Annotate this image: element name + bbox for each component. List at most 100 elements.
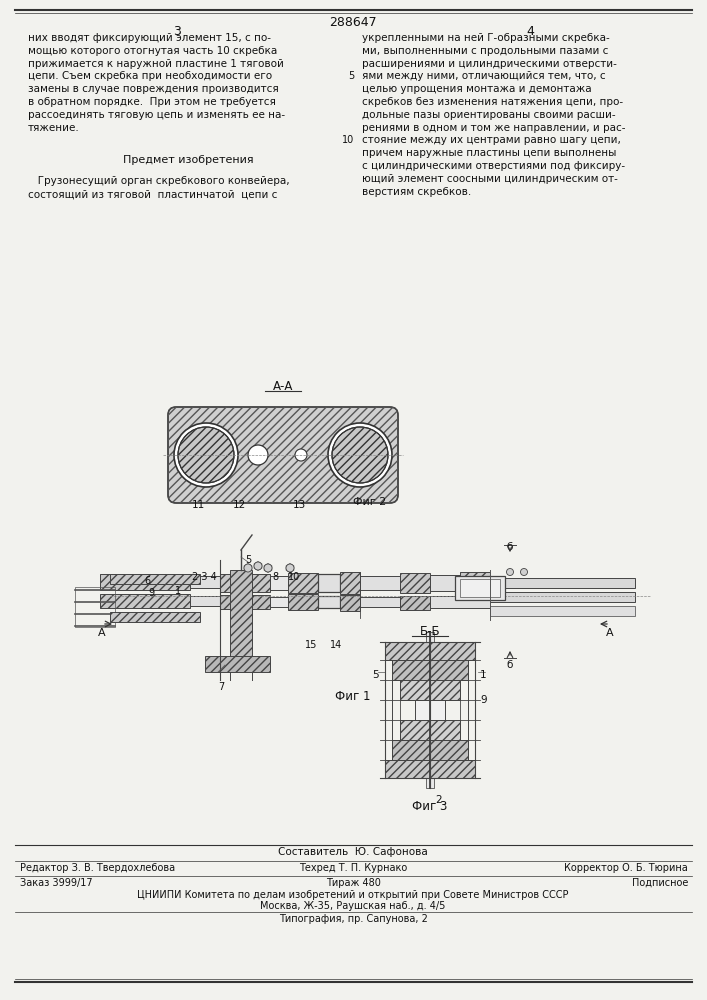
Text: рениями в одном и том же направлении, и рас-: рениями в одном и том же направлении, и … [362,123,626,133]
Text: целью упрощения монтажа и демонтажа: целью упрощения монтажа и демонтажа [362,84,592,94]
Text: 10: 10 [341,135,354,145]
Circle shape [174,423,238,487]
Text: Фиг 2: Фиг 2 [353,497,386,507]
Text: Фиг 3: Фиг 3 [412,800,448,813]
Bar [490,578,635,588]
Circle shape [286,564,294,572]
Bar [400,680,460,700]
Text: Фиг 1: Фиг 1 [335,690,370,703]
Bar [385,642,475,660]
Text: 9: 9 [148,588,154,598]
Bar [385,760,475,778]
Circle shape [264,564,272,572]
Text: А: А [98,628,106,638]
Bar [288,573,318,593]
Text: дольные пазы ориентированы своими расши-: дольные пазы ориентированы своими расши- [362,110,616,120]
Text: рассоединять тяговую цепь и изменять ее на-: рассоединять тяговую цепь и изменять ее … [28,110,285,120]
Circle shape [506,568,513,576]
Text: цепи. Съем скребка при необходимости его: цепи. Съем скребка при необходимости его [28,71,272,81]
Text: ями между ними, отличающийся тем, что, с: ями между ними, отличающийся тем, что, с [362,71,606,81]
Text: укрепленными на ней Г-образными скребка-: укрепленными на ней Г-образными скребка- [362,33,609,43]
Text: стояние между их центрами равно шагу цепи,: стояние между их центрами равно шагу цеп… [362,135,621,145]
Text: 11: 11 [192,500,205,510]
Text: в обратном порядке.  При этом не требуется: в обратном порядке. При этом не требуетс… [28,97,276,107]
Circle shape [248,445,268,465]
Bar [340,595,360,611]
Bar [340,572,360,594]
Circle shape [295,449,307,461]
Bar [400,596,430,610]
Text: 5: 5 [348,71,354,81]
Text: 4: 4 [526,25,534,38]
Text: с цилиндрическими отверстиями под фиксиру-: с цилиндрическими отверстиями под фиксир… [362,161,625,171]
Bar [426,632,434,788]
Bar [230,570,252,660]
Text: 12: 12 [233,500,246,510]
Text: замены в случае повреждения производится: замены в случае повреждения производится [28,84,279,94]
Bar [430,596,490,608]
Bar [318,574,340,592]
Text: расширениями и цилиндрическими отверсти-: расширениями и цилиндрическими отверсти- [362,59,617,69]
Text: ми, выполненными с продольными пазами с: ми, выполненными с продольными пазами с [362,46,609,56]
Text: 5: 5 [245,555,251,565]
Text: Москва, Ж-35, Раушская наб., д. 4/5: Москва, Ж-35, Раушская наб., д. 4/5 [260,901,445,911]
Circle shape [178,427,234,483]
Bar [100,594,190,608]
Bar [190,576,220,588]
Text: Тираж 480: Тираж 480 [325,878,380,888]
Text: А: А [606,628,614,638]
Circle shape [332,427,388,483]
Text: ЦНИИПИ Комитета по делам изобретений и открытий при Совете Министров СССР: ЦНИИПИ Комитета по делам изобретений и о… [137,890,568,900]
Bar [190,596,220,606]
FancyBboxPatch shape [168,407,398,503]
Text: 5: 5 [372,670,379,680]
Bar [460,579,500,597]
Text: Предмет изобретения: Предмет изобретения [123,155,253,165]
Text: 9: 9 [480,695,486,705]
Text: скребков без изменения натяжения цепи, про-: скребков без изменения натяжения цепи, п… [362,97,623,107]
Text: 14: 14 [330,640,342,650]
Bar [75,587,115,627]
Text: б: б [507,660,513,670]
Text: ющий элемент соосными цилиндрическим от-: ющий элемент соосными цилиндрическим от- [362,174,618,184]
Text: 10: 10 [288,572,300,582]
Text: А-А: А-А [273,380,293,393]
Circle shape [254,562,262,570]
Bar [220,595,270,609]
Bar [455,576,505,600]
Bar [400,573,430,593]
Text: них вводят фиксирующий элемент 15, с по-: них вводят фиксирующий элемент 15, с по- [28,33,271,43]
Bar [490,592,635,602]
Bar [110,612,200,622]
Bar [270,597,288,607]
Text: 1: 1 [480,670,486,680]
Text: Б-Б: Б-Б [420,625,440,638]
Text: прижимается к наружной пластине 1 тяговой: прижимается к наружной пластине 1 тягово… [28,59,284,69]
Bar [415,700,445,720]
Text: 1: 1 [175,586,181,596]
Bar [360,576,400,590]
Text: Заказ 3999/17: Заказ 3999/17 [20,878,93,888]
Text: 15: 15 [305,640,317,650]
Bar [490,606,635,616]
Circle shape [328,423,392,487]
Text: Подписное: Подписное [631,878,688,888]
Text: 13: 13 [293,500,306,510]
Text: 6: 6 [144,576,150,586]
Bar [392,740,468,760]
Bar [392,660,468,680]
Text: б: б [507,542,513,552]
Bar [430,575,460,591]
Bar [205,656,270,672]
Text: состоящий из тяговой  пластинчатой  цепи с: состоящий из тяговой пластинчатой цепи с [28,189,277,199]
Text: причем наружные пластины цепи выполнены: причем наружные пластины цепи выполнены [362,148,617,158]
Text: 3: 3 [173,25,181,38]
Text: Составитель  Ю. Сафонова: Составитель Ю. Сафонова [278,847,428,857]
Text: Грузонесущий орган скребкового конвейера,: Грузонесущий орган скребкового конвейера… [28,176,290,186]
Circle shape [244,564,252,572]
Text: мощью которого отогнутая часть 10 скребка: мощью которого отогнутая часть 10 скребк… [28,46,277,56]
Text: Техред Т. П. Курнако: Техред Т. П. Курнако [299,863,407,873]
Circle shape [520,568,527,576]
Bar [110,574,200,584]
Text: тяжение.: тяжение. [28,123,80,133]
